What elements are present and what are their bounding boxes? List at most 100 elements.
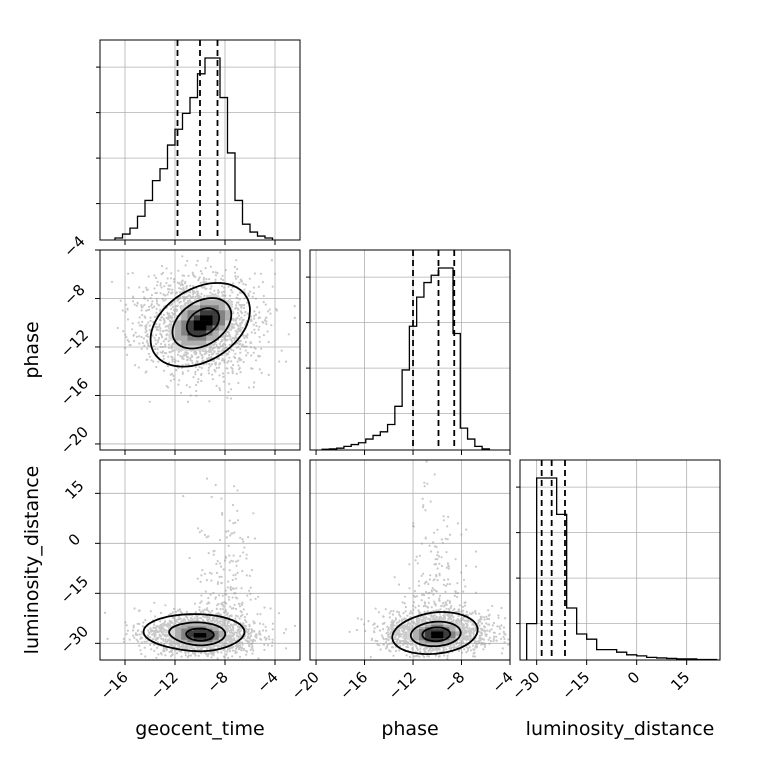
density-cell — [175, 635, 182, 638]
density-cell — [200, 626, 207, 629]
density-cell — [218, 330, 226, 336]
density-cell — [212, 635, 220, 638]
density-cell — [193, 330, 201, 336]
density-cell — [455, 633, 462, 636]
x-tick-label: 0 — [624, 668, 643, 687]
density-cell — [218, 299, 226, 306]
density-cell — [193, 641, 201, 645]
density-cell — [437, 637, 444, 641]
x-axis-label-geocent-time: geocent_time — [135, 718, 264, 740]
density-cell — [419, 642, 426, 645]
x-tick-label: −16 — [97, 668, 132, 703]
x-tick-label: −8 — [203, 668, 231, 696]
density-cell — [187, 641, 195, 645]
density-cell — [212, 632, 220, 636]
x-tick-label: −12 — [147, 668, 182, 703]
density-cell — [449, 628, 456, 632]
density-cell — [443, 624, 450, 627]
density-cell — [206, 335, 213, 341]
density-cell — [212, 630, 220, 634]
panel-frame — [309, 459, 511, 661]
y-tick-label: −15 — [57, 572, 92, 607]
density-cell — [193, 320, 201, 326]
density-cell — [193, 635, 201, 638]
density-cell — [413, 633, 420, 636]
density-cell — [168, 335, 176, 341]
panel-frame — [99, 39, 301, 241]
density-cell — [193, 623, 201, 627]
density-cell — [193, 340, 201, 346]
density-cell — [200, 641, 207, 645]
density-cell — [187, 635, 195, 638]
x-tick-label: 15 — [667, 668, 693, 694]
density-cell — [206, 325, 213, 331]
density-cell — [225, 299, 232, 306]
density-cell — [425, 626, 432, 630]
y-tick-label: −8 — [60, 281, 88, 309]
density-cell — [449, 637, 456, 641]
density-cell — [212, 315, 220, 321]
density-cell — [181, 340, 188, 346]
density-cell — [168, 632, 176, 636]
density-cell — [175, 330, 182, 336]
density-cell — [425, 624, 432, 627]
density-cell — [413, 631, 420, 634]
density-cell — [218, 310, 226, 316]
density-cell — [175, 320, 182, 326]
density-cell — [193, 626, 201, 629]
density-cell — [193, 637, 201, 640]
density-cell — [200, 304, 207, 311]
density-cell — [193, 335, 201, 341]
density-cell — [212, 320, 220, 326]
density-cell — [181, 330, 188, 336]
panel-frame — [99, 249, 301, 451]
density-cell — [206, 635, 213, 638]
density-cell — [206, 320, 213, 326]
density-cell — [431, 633, 438, 636]
contour-level-1 — [142, 613, 246, 653]
density-cell — [449, 631, 456, 634]
density-cell — [175, 630, 182, 634]
density-cell — [187, 335, 195, 341]
density-cell — [212, 330, 220, 336]
density-cell — [200, 335, 207, 341]
density-cell — [218, 320, 226, 326]
density-cell — [193, 325, 201, 331]
panel-frame — [309, 249, 511, 451]
density-cell — [206, 626, 213, 629]
density-cell — [206, 299, 213, 306]
density-cell — [431, 637, 438, 641]
density-cells — [406, 620, 462, 647]
density-cell — [200, 632, 207, 636]
density-cell — [200, 330, 207, 336]
density-cell — [200, 310, 207, 316]
density-cell — [449, 626, 456, 630]
density-cell — [443, 635, 450, 639]
density-cell — [449, 640, 456, 643]
density-cell — [200, 315, 207, 321]
density-cell — [193, 304, 201, 311]
histogram-luminosity_distance — [526, 477, 718, 661]
density-cell — [187, 330, 195, 336]
density-cell — [206, 630, 213, 634]
contour-level-3 — [421, 626, 452, 643]
density-cell — [181, 320, 188, 326]
contour-level-3 — [185, 627, 215, 642]
density-cell — [431, 622, 438, 625]
density-cell — [187, 626, 195, 629]
density-cell — [206, 310, 213, 316]
density-cell — [437, 624, 444, 627]
density-cell — [218, 315, 226, 321]
density-cell — [437, 628, 444, 632]
density-cell — [449, 642, 456, 645]
contour-level-1 — [149, 282, 251, 368]
density-cell — [225, 310, 232, 316]
density-cell — [181, 304, 188, 311]
density-cell — [175, 626, 182, 629]
x-tick-label: −12 — [385, 668, 420, 703]
density-cell — [437, 635, 444, 639]
density-cell — [175, 340, 182, 346]
density-cell — [212, 299, 220, 306]
density-cell — [419, 640, 426, 643]
